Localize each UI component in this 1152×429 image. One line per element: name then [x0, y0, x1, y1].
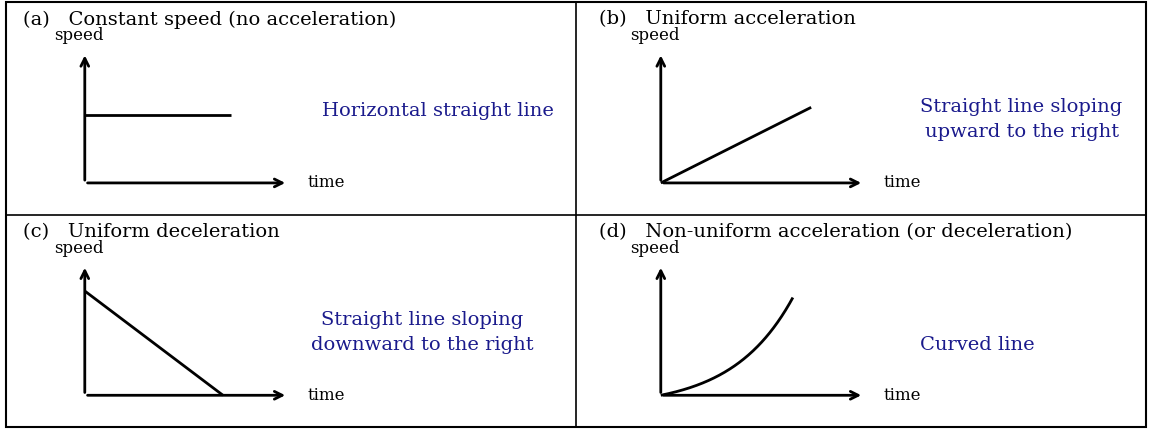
Text: time: time: [884, 175, 922, 191]
Text: (c)   Uniform deceleration: (c) Uniform deceleration: [23, 223, 280, 241]
Text: Straight line sloping
downward to the right: Straight line sloping downward to the ri…: [311, 311, 533, 354]
Text: speed: speed: [54, 27, 104, 44]
Text: Straight line sloping
upward to the right: Straight line sloping upward to the righ…: [920, 98, 1123, 142]
Text: (b)   Uniform acceleration: (b) Uniform acceleration: [599, 11, 856, 29]
Text: time: time: [884, 387, 922, 404]
Text: speed: speed: [54, 239, 104, 257]
Text: speed: speed: [630, 239, 680, 257]
Text: Curved line: Curved line: [920, 336, 1036, 354]
Text: time: time: [308, 387, 346, 404]
Text: (d)   Non-uniform acceleration (or deceleration): (d) Non-uniform acceleration (or deceler…: [599, 223, 1073, 241]
Text: time: time: [308, 175, 346, 191]
Text: (a)   Constant speed (no acceleration): (a) Constant speed (no acceleration): [23, 11, 396, 29]
Text: Horizontal straight line: Horizontal straight line: [321, 103, 554, 121]
Text: speed: speed: [630, 27, 680, 44]
